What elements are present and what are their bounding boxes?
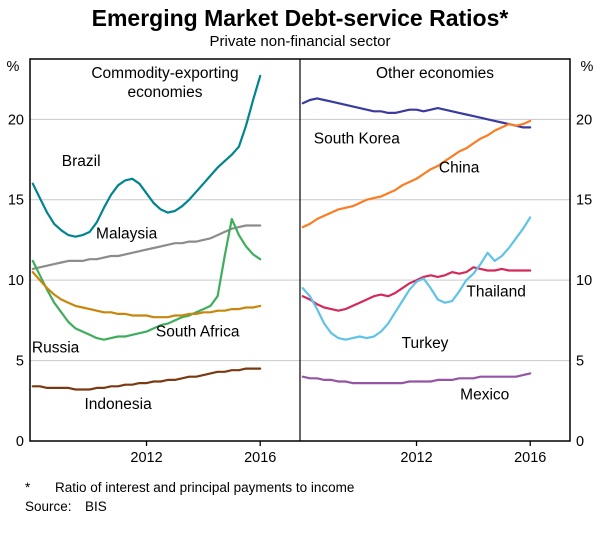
footnote-line: * Ratio of interest and principal paymen…	[0, 478, 600, 497]
x-tick-label: 2016	[244, 450, 276, 466]
series-label-mexico: Mexico	[460, 386, 509, 403]
source-value: BIS	[85, 499, 107, 514]
series-line-thailand	[301, 266, 532, 312]
y-tick-label-left: 15	[8, 193, 24, 209]
series-label-brazil: Brazil	[62, 153, 101, 170]
series-label-malaysia: Malaysia	[96, 226, 158, 243]
series-line-brazil	[31, 74, 262, 238]
chart-footnotes: * Ratio of interest and principal paymen…	[0, 478, 600, 516]
chart-title: Emerging Market Debt-service Ratios*	[91, 5, 509, 31]
x-tick-label: 2016	[514, 450, 546, 466]
y-tick-label-right: 0	[576, 434, 584, 450]
footnote-text: Ratio of interest and principal payments…	[55, 480, 355, 495]
chart-header: Emerging Market Debt-service Ratios* Pri…	[0, 0, 600, 51]
series-line-mexico	[301, 372, 532, 385]
source-line: Source: BIS	[0, 497, 600, 516]
series-line-turkey	[301, 216, 532, 341]
x-tick-label: 2012	[130, 450, 162, 466]
footnote-marker: *	[25, 480, 31, 495]
panel-title: economies	[128, 84, 203, 101]
y-tick-label-left: 20	[8, 112, 24, 128]
series-label-thailand: Thailand	[466, 283, 525, 300]
y-tick-label-left: 10	[8, 273, 24, 289]
series-label-indonesia: Indonesia	[84, 396, 152, 413]
series-line-malaysia	[31, 224, 262, 270]
y-tick-label-left: 5	[16, 354, 24, 370]
series-label-south-africa: South Africa	[156, 324, 240, 341]
y-tick-label-right: 20	[576, 112, 592, 128]
source-label: Source:	[25, 499, 72, 514]
panel-title: Commodity-exporting	[91, 65, 238, 82]
series-line-china	[301, 119, 532, 229]
series-line-russia	[31, 217, 262, 341]
y-axis-unit-left: %	[7, 59, 20, 75]
y-axis-unit-right: %	[581, 59, 594, 75]
chart-subtitle: Private non-financial sector	[209, 33, 391, 50]
y-tick-label-left: 0	[16, 434, 24, 450]
series-label-turkey: Turkey	[402, 335, 449, 352]
series-line-south-africa	[31, 271, 262, 319]
series-label-china: China	[439, 160, 480, 177]
y-tick-label-right: 15	[576, 193, 592, 209]
x-tick-label: 2012	[400, 450, 432, 466]
panel-title: Other economies	[376, 65, 494, 82]
series-label-russia: Russia	[32, 340, 80, 357]
y-tick-label-right: 5	[576, 354, 584, 370]
series-line-indonesia	[31, 367, 262, 391]
series-line-south-korea	[301, 97, 532, 129]
series-label-south-korea: South Korea	[314, 131, 401, 148]
chart-canvas: Brazil Malaysia Russia South Africa Indonesi…	[7, 58, 594, 466]
y-tick-label-right: 10	[576, 273, 592, 289]
